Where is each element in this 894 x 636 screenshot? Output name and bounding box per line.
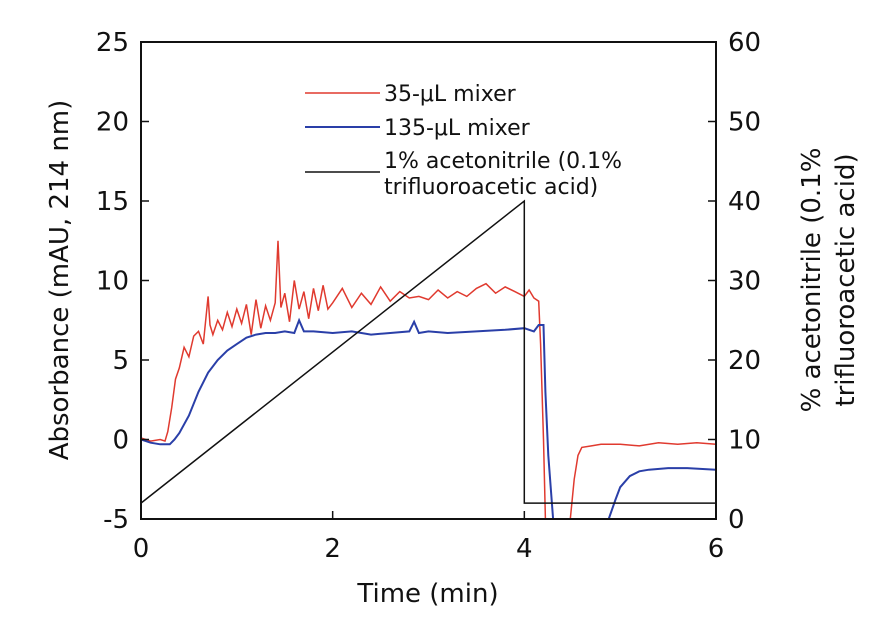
y2-axis-label-line1: % acetonitrile (0.1% — [797, 148, 827, 413]
y-tick-label: 20 — [96, 108, 129, 138]
plot-lines — [141, 199, 716, 519]
legend-label-acetonitrile-line1: 1% acetonitrile (0.1% — [384, 149, 622, 174]
x-axis-label: Time (min) — [356, 579, 498, 609]
x-tick-label: 4 — [516, 534, 533, 564]
series-line-1-segment-1 — [607, 467, 716, 519]
y2-tick-label: 60 — [728, 28, 761, 58]
plot-frame — [140, 41, 717, 520]
series-line-1-segment-0 — [141, 317, 555, 519]
x-tick-label: 6 — [708, 534, 725, 564]
y-axis-label: Absorbance (mAU, 214 nm) — [45, 100, 75, 461]
legend-label-135ul: 135-μL mixer — [384, 116, 531, 141]
y-tick-label: 25 — [96, 28, 129, 58]
series-line-2-segment-0 — [141, 199, 716, 504]
series-line-0-segment-0 — [141, 240, 547, 519]
y-tick-label: -5 — [103, 505, 129, 535]
y2-tick-label: 40 — [728, 187, 761, 217]
legend: 35-μL mixer 135-μL mixer 1% acetonitrile… — [305, 82, 622, 200]
y-tick-label: 15 — [96, 187, 129, 217]
y-tick-label: 10 — [96, 267, 129, 297]
series-line-0-segment-1 — [569, 441, 716, 519]
x-tick-label: 2 — [324, 534, 341, 564]
legend-label-35ul: 35-μL mixer — [384, 82, 517, 107]
y2-tick-label: 50 — [728, 108, 761, 138]
y2-tick-label: 20 — [728, 346, 761, 376]
y-tick-label: 0 — [112, 426, 129, 456]
legend-label-acetonitrile-line2: trifluoroacetic acid) — [384, 175, 598, 200]
y-tick-label: 5 — [112, 346, 129, 376]
x-tick-label: 0 — [133, 534, 150, 564]
y2-tick-label: 0 — [728, 505, 745, 535]
y2-tick-label: 10 — [728, 426, 761, 456]
y2-axis-label-line2: trifluoroacetic acid) — [831, 153, 861, 406]
y2-tick-label: 30 — [728, 267, 761, 297]
